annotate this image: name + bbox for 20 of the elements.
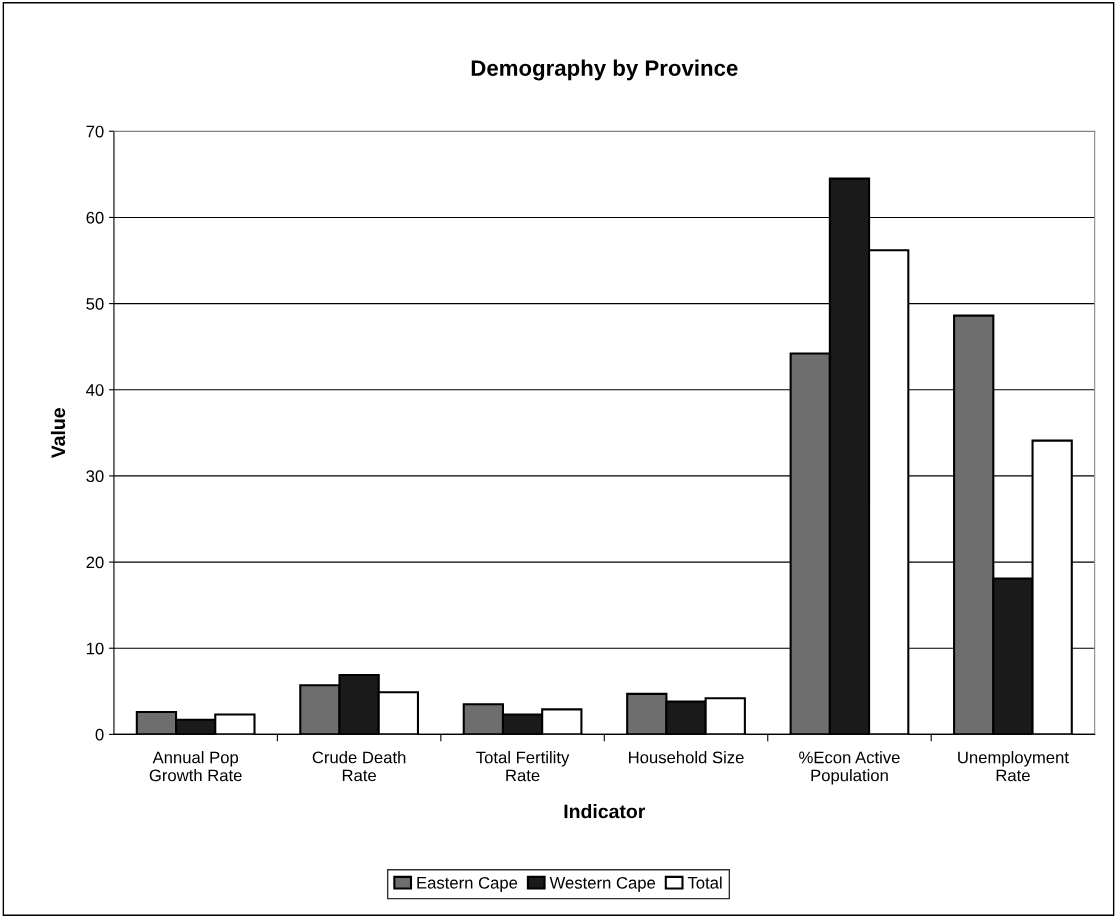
- y-tick-label: 30: [86, 470, 104, 483]
- x-tick-label: %Econ Active Population: [799, 751, 900, 785]
- x-tick-label: Crude Death Rate: [312, 751, 406, 782]
- x-tick-label: Total Fertility Rate: [476, 751, 570, 782]
- y-tick-label: 0: [95, 728, 104, 741]
- x-axis-title: Indicator: [564, 804, 646, 819]
- y-tick-label: 70: [86, 125, 104, 138]
- legend-label: Total: [687, 876, 722, 889]
- y-axis-title: Value: [50, 408, 66, 459]
- chart-title: Demography by Province: [471, 59, 738, 81]
- y-tick-label: 50: [86, 298, 104, 310]
- y-tick-label: 60: [86, 211, 104, 224]
- x-tick-label: Annual Pop Growth Rate: [149, 751, 242, 782]
- x-tick-label: Unemployment Rate: [958, 751, 1069, 782]
- y-tick-label: 10: [86, 642, 104, 655]
- legend-label: Western Cape: [549, 876, 656, 892]
- y-tick-label: 20: [86, 556, 104, 569]
- x-tick-label: Household Size: [629, 751, 744, 764]
- legend-label: Eastern Cape: [417, 876, 518, 892]
- y-tick-label: 40: [86, 384, 104, 396]
